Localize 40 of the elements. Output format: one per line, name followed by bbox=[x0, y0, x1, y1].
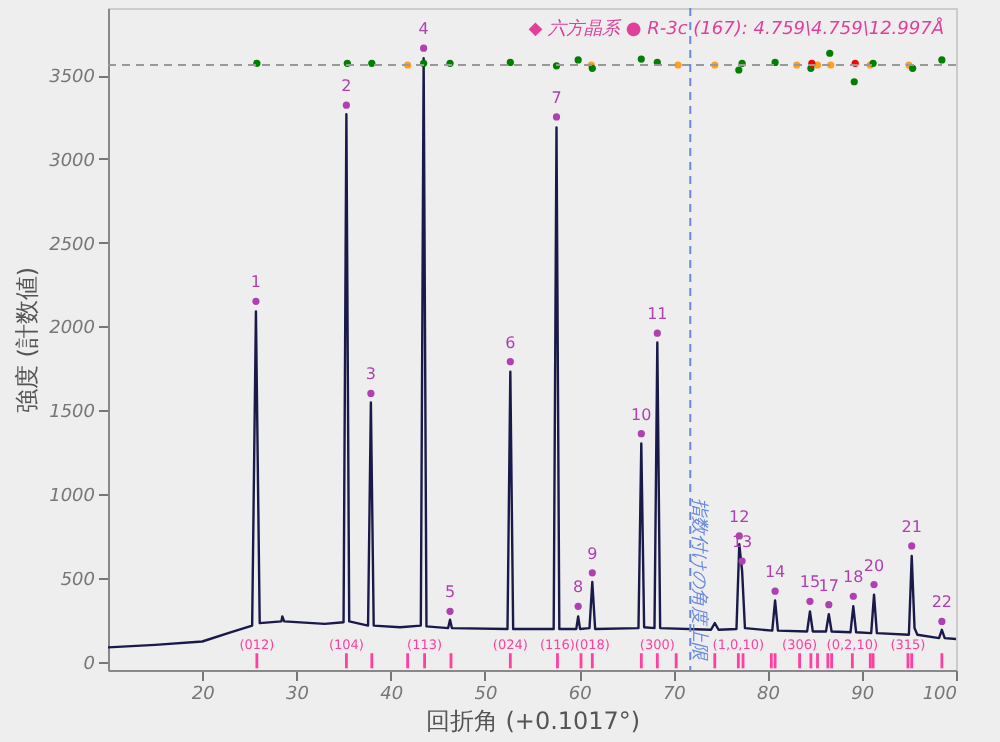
y-tick-label: 1500 bbox=[49, 403, 96, 424]
y-tick-label: 1000 bbox=[49, 487, 96, 508]
y-tick-label: 0 bbox=[83, 654, 96, 675]
annotation: 22 bbox=[931, 593, 953, 612]
y-tick-label: 2500 bbox=[49, 235, 96, 256]
x-tick-label: 80 bbox=[757, 685, 781, 705]
annotation: 9 bbox=[587, 544, 598, 563]
y-tick-label: 500 bbox=[60, 570, 96, 591]
ref-line-label: 指数付けの角度上限 bbox=[688, 497, 711, 662]
annotation: 20 bbox=[863, 556, 885, 575]
annotation: 3 bbox=[365, 365, 376, 384]
annotation: 6 bbox=[505, 333, 516, 352]
x-tick-label: 60 bbox=[568, 685, 593, 705]
x-tick-label: 30 bbox=[285, 685, 310, 705]
annotation: 2 bbox=[341, 77, 352, 96]
y-tick-label: 2000 bbox=[49, 319, 96, 340]
annotation: 10 bbox=[631, 405, 652, 424]
annotation: 4 bbox=[418, 20, 429, 39]
y-tick-label: 3000 bbox=[49, 151, 96, 172]
annotation: 17 bbox=[818, 576, 839, 595]
annotation: 7 bbox=[551, 88, 562, 107]
x-tick-label: 40 bbox=[380, 685, 404, 705]
x-tick-label: 50 bbox=[474, 685, 498, 705]
annotation: 21 bbox=[901, 517, 922, 536]
annotation: 14 bbox=[764, 563, 786, 582]
annotation: 15 bbox=[799, 573, 821, 592]
y-axis-title: 強度 (計数値) bbox=[13, 266, 42, 414]
annotation: 12 bbox=[729, 507, 750, 526]
x-axis-title: 回折角 (+0.1017°) bbox=[425, 707, 641, 735]
x-tick-label: 90 bbox=[851, 685, 875, 705]
annotation: 11 bbox=[647, 305, 668, 324]
y-tick-label: 3500 bbox=[49, 68, 96, 89]
annotation: 18 bbox=[843, 568, 864, 587]
x-tick-label: 20 bbox=[191, 685, 216, 705]
annotation: 5 bbox=[444, 583, 456, 602]
annotation: ◆ 六方晶系 ● R-3c (167): 4.759\4.759\12.997Å bbox=[528, 16, 944, 40]
annotation: 8 bbox=[573, 578, 584, 597]
x-tick-label: 70 bbox=[662, 685, 687, 705]
x-tick-label: 100 bbox=[922, 685, 958, 705]
annotation: 1 bbox=[250, 273, 262, 292]
